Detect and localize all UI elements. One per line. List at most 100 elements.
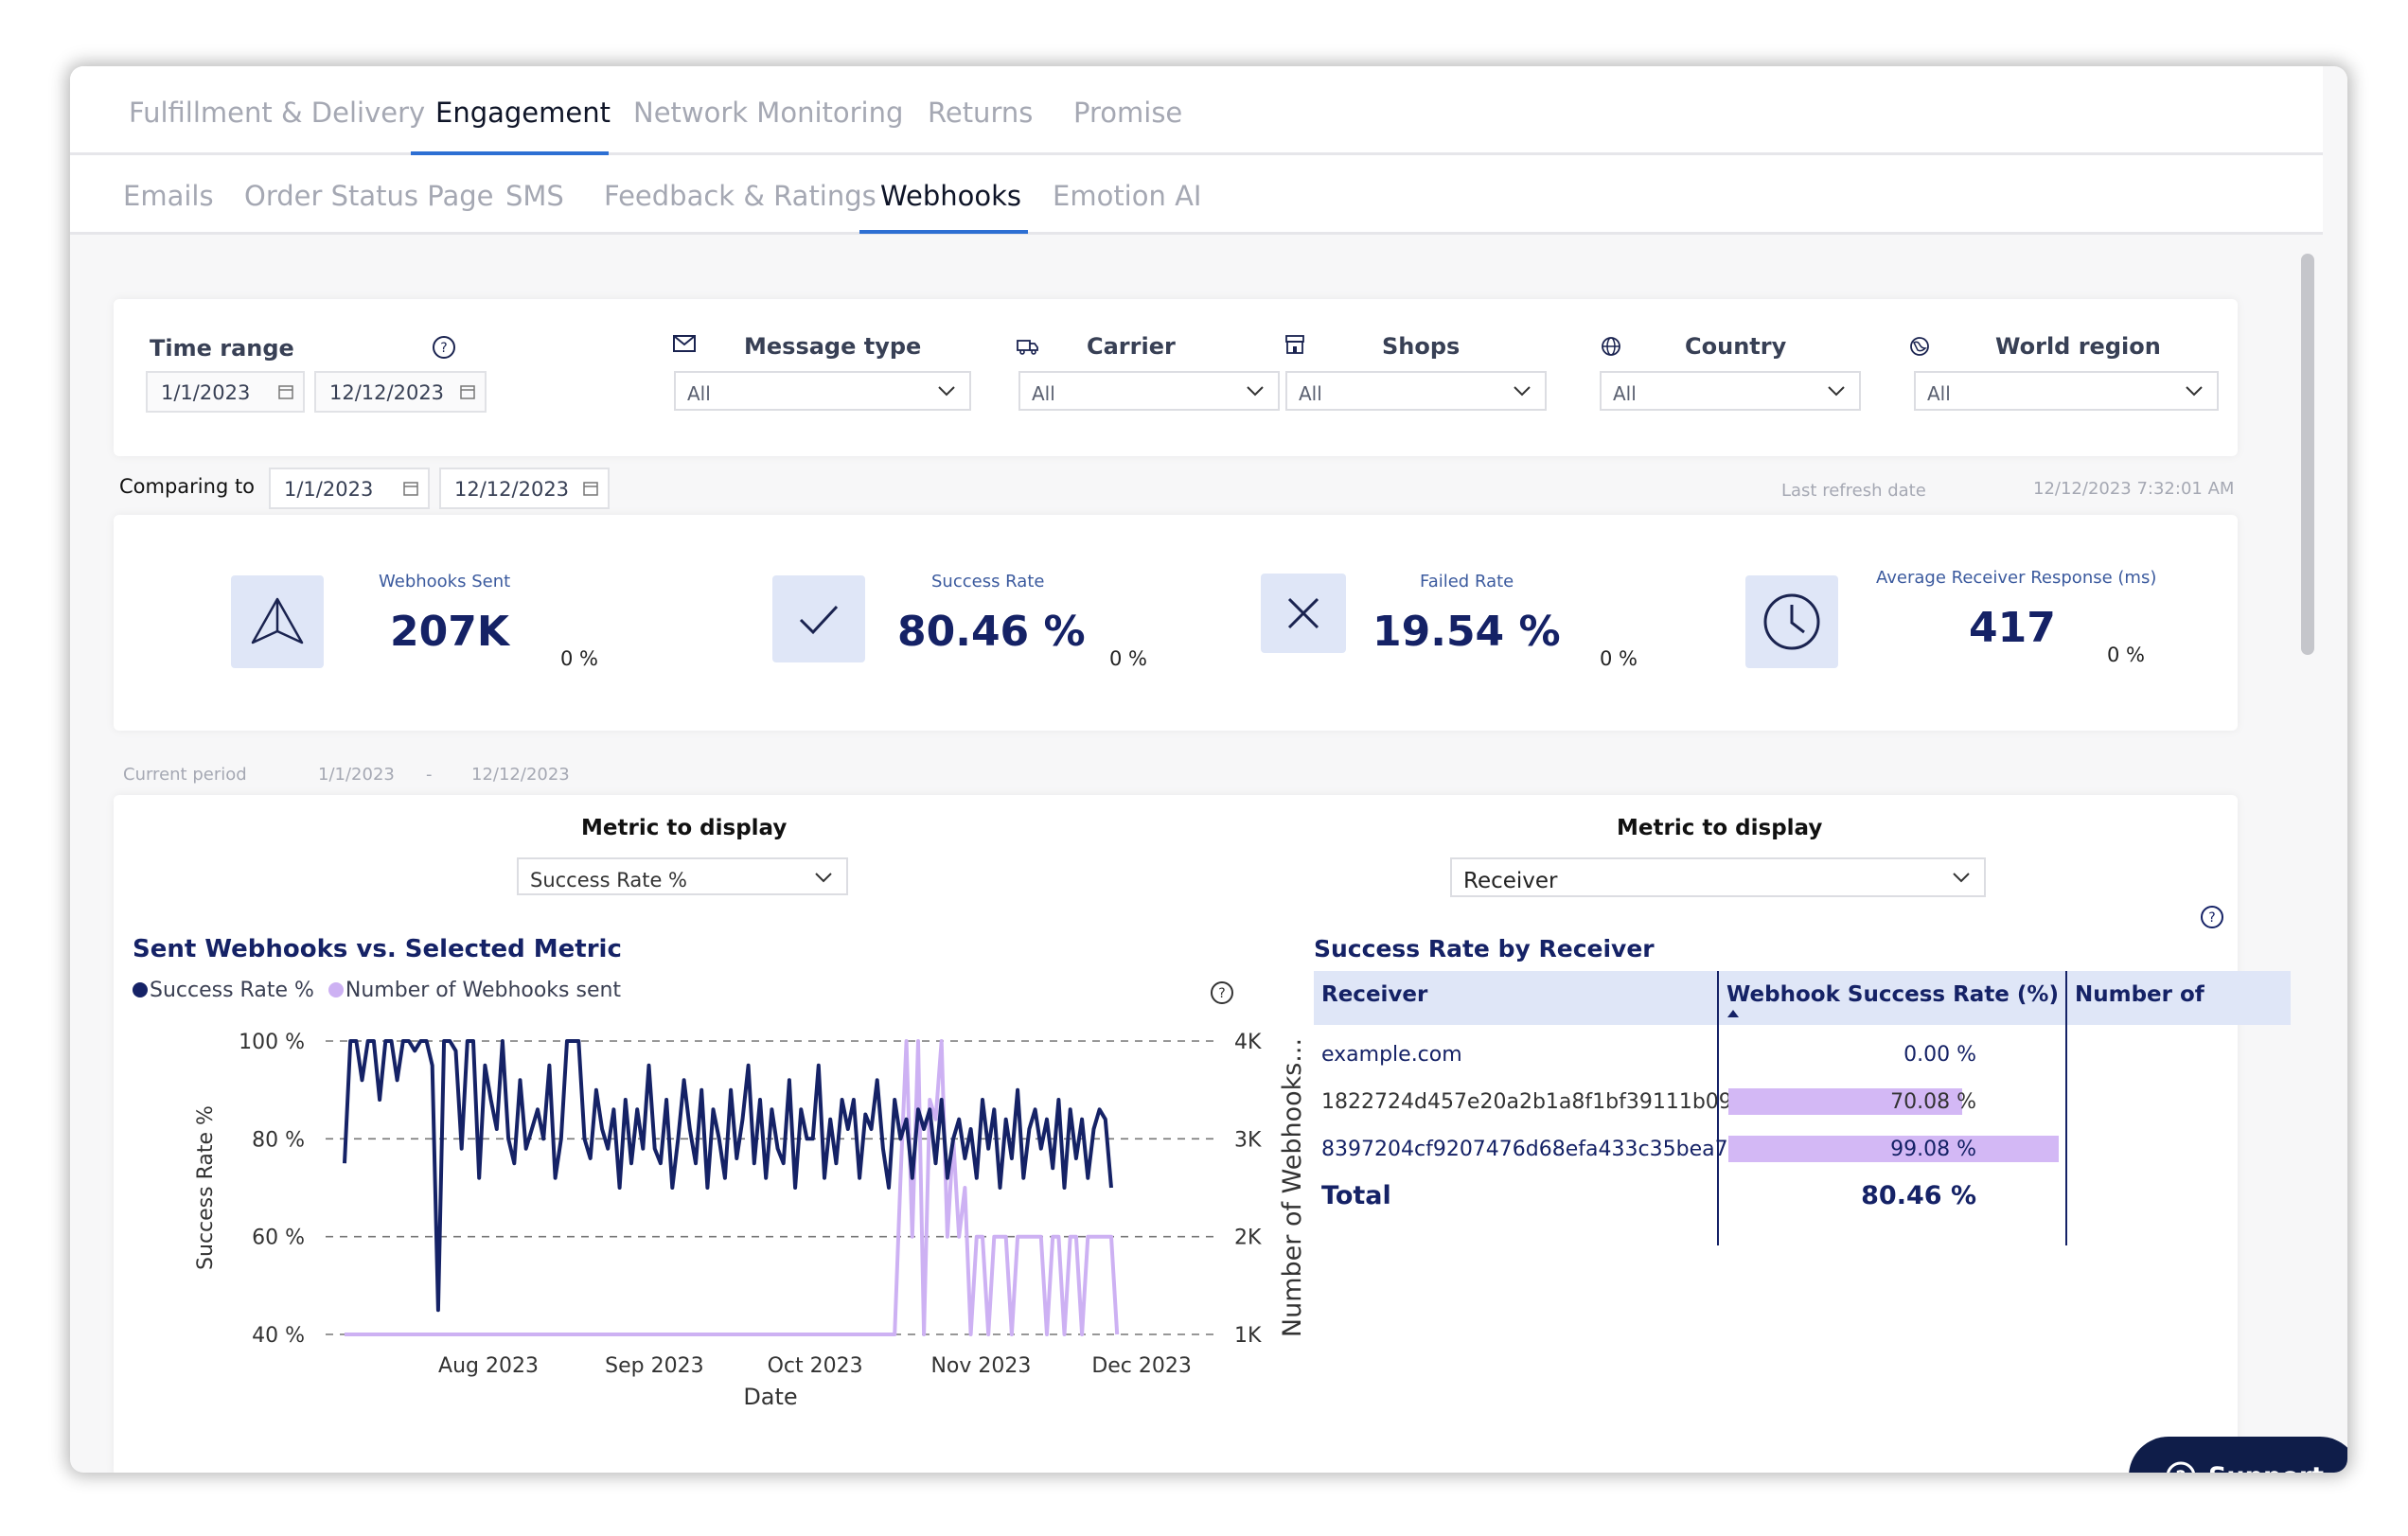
tab-fulfillment-delivery[interactable]: Fulfillment & Delivery [129,97,426,129]
receiver-name[interactable]: 8397204cf9207476d68efa433c35bea7 [1321,1138,1728,1161]
series-line-success-rate [343,1039,1113,1313]
y-tick-label: 60 % [252,1227,305,1250]
world-region-select[interactable]: All [1914,371,2219,411]
y2-tick-label: 1K [1234,1324,1262,1348]
svg-text:?: ? [2175,1467,2186,1473]
tab-emails[interactable]: Emails [123,180,214,212]
compare-end-value: 12/12/2023 [454,478,570,501]
receiver-name[interactable]: example.com [1321,1043,1462,1067]
country-select[interactable]: All [1600,371,1861,411]
col-divider [2065,971,2067,1245]
chevron-down-icon [1247,386,1264,397]
tab-feedback-ratings[interactable]: Feedback & Ratings [604,180,876,212]
chevron-down-icon [938,386,955,397]
tab-sms[interactable]: SMS [505,180,564,212]
envelope-icon [673,335,696,352]
receiver-name[interactable]: 1822724d457e20a2b1a8f1bf39111b09 [1321,1090,1732,1114]
truck-icon [1017,340,1038,355]
y-tick-label: 40 % [252,1324,305,1348]
support-button[interactable]: ? Support [2129,1437,2347,1473]
calendar-icon [460,385,475,399]
series-line-webhooks-sent [345,1039,1120,1336]
legend-item-success-rate[interactable]: Success Rate % [133,979,314,1002]
refresh-value: 12/12/2023 7:32:01 AM [2033,479,2235,499]
tab-webhooks[interactable]: Webhooks [880,180,1021,212]
x-tick-label: Aug 2023 [438,1354,539,1378]
message-type-select[interactable]: All [674,371,971,411]
tab-network-monitoring[interactable]: Network Monitoring [633,97,904,129]
x-axis-label: Date [743,1384,797,1410]
tab-returns[interactable]: Returns [928,97,1034,129]
kpi-response-icon-box [1745,575,1838,668]
calendar-icon [278,385,293,399]
left-metric-value: Success Rate % [530,869,687,892]
svg-text:?: ? [440,341,447,356]
col-divider [1717,971,1719,1245]
legend-dot-success-rate [133,982,148,998]
kpi-success-rate-icon-box [772,575,865,662]
globe-icon [1602,337,1620,356]
compare-end-input[interactable]: 12/12/2023 [439,468,610,509]
col-header-success-rate[interactable]: Webhook Success Rate (%) [1726,982,2059,1007]
shops-select[interactable]: All [1285,371,1547,411]
table-help-icon[interactable]: ? [2200,905,2224,929]
kpi-response-delta: 0 % [2107,644,2145,666]
sort-asc-icon[interactable] [1726,1009,1740,1018]
right-metric-value: Receiver [1463,869,1558,893]
x-tick-label: Dec 2023 [1091,1354,1192,1378]
legend-dot-webhooks-sent [328,982,344,998]
chevron-down-icon [815,873,832,883]
tab-emotion-ai[interactable]: Emotion AI [1053,180,1202,212]
chart-legend: Success Rate % Number of Webhooks sent [133,979,621,1002]
y-tick-label: 100 % [239,1031,305,1054]
main-nav: Fulfillment & Delivery Engagement Networ… [70,66,2323,155]
world-region-label: World region [1995,333,2161,360]
table-title: Success Rate by Receiver [1314,935,1655,962]
carrier-select[interactable]: All [1018,371,1280,411]
charts-panel [114,795,2238,1473]
current-period-sep: - [426,765,433,785]
left-metric-select[interactable]: Success Rate % [517,857,848,895]
carrier-value: All [1032,382,1055,405]
kpi-webhooks-sent-delta: 0 % [560,647,598,670]
left-metric-label: Metric to display [581,816,788,840]
time-start-input[interactable]: 1/1/2023 [146,371,305,413]
chart-svg: 40 % 60 % 80 % 100 % 1K 2K 3K 4K Aug 2023 Sep 202… [194,1031,1307,1410]
tab-engagement[interactable]: Engagement [435,97,611,129]
tab-order-status-page[interactable]: Order Status Page [244,180,494,212]
right-metric-select[interactable]: Receiver [1450,857,1986,897]
vertical-scrollbar[interactable] [2301,254,2314,655]
filters-panel: Time range ? 1/1/2023 12/12/2023 Message… [114,299,2238,456]
kpi-webhooks-sent-label: Webhooks Sent [379,572,511,591]
col-header-number-of[interactable]: Number of [2075,982,2204,1007]
y2-tick-label: 3K [1234,1128,1262,1152]
help-icon[interactable]: ? [432,335,456,360]
chevron-down-icon [1953,873,1970,883]
kpi-failed-rate-icon-box [1261,574,1346,653]
kpi-success-rate-delta: 0 % [1109,647,1147,670]
kpi-webhooks-sent-value: 207K [390,608,509,656]
tab-promise[interactable]: Promise [1073,97,1183,129]
success-rate-bar [1728,1088,1962,1115]
y2-axis-label: Number of Webhooks... [1278,1038,1307,1337]
support-label: Support [2208,1462,2324,1474]
time-end-input[interactable]: 12/12/2023 [314,371,487,413]
tab-webhooks-underline [859,230,1028,234]
world-icon [1910,337,1929,356]
message-type-value: All [687,382,711,405]
col-header-receiver[interactable]: Receiver [1321,982,1428,1007]
x-icon [1287,597,1319,629]
tab-engagement-underline [411,151,609,155]
success-rate-value: 70.08 % [1890,1090,1976,1114]
chevron-down-icon [1514,386,1531,397]
chevron-down-icon [2186,386,2203,397]
chevron-down-icon [1828,386,1845,397]
compare-start-input[interactable]: 1/1/2023 [269,468,430,509]
check-icon [799,605,839,635]
success-rate-value: 0.00 % [1903,1043,1976,1067]
current-period-label: Current period [123,765,247,785]
chart-help-icon[interactable]: ? [1210,980,1234,1005]
current-period-end: 12/12/2023 [471,765,570,785]
shops-label: Shops [1382,333,1461,360]
legend-item-webhooks-sent[interactable]: Number of Webhooks sent [328,979,621,1002]
